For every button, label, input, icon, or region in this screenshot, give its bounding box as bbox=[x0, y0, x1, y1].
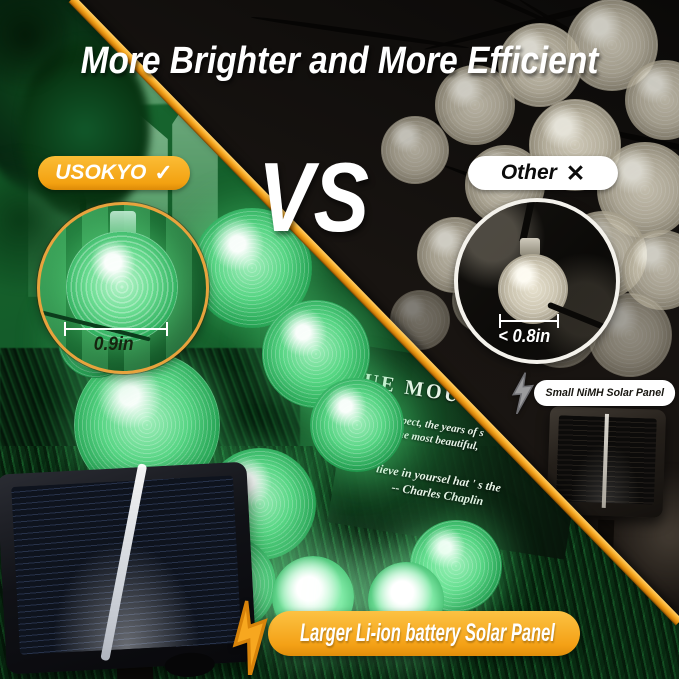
small-panel-caption-group: Small NiMH Solar Panel bbox=[508, 372, 679, 414]
usokyo-bulb-size: 0.9in bbox=[93, 334, 134, 355]
check-icon: ✓ bbox=[154, 160, 173, 185]
other-badge: Other ✕ bbox=[468, 156, 618, 190]
other-bulb-closeup bbox=[454, 198, 620, 364]
green-light-orb bbox=[310, 378, 404, 472]
headline: More Brighter and More Efficient bbox=[80, 40, 599, 82]
measure-tick bbox=[499, 314, 501, 328]
x-icon: ✕ bbox=[565, 159, 586, 186]
measure-tick bbox=[557, 314, 559, 328]
other-bulb-size: < 0.8in bbox=[498, 326, 551, 346]
measure-tick bbox=[64, 322, 66, 336]
panel-frame bbox=[0, 461, 257, 675]
large-solar-panel bbox=[0, 461, 273, 679]
size-measure-line bbox=[499, 314, 559, 328]
other-label: Other bbox=[500, 161, 557, 184]
usokyo-badge: USOKYO ✓ bbox=[38, 156, 190, 190]
brand-name: USOKYO bbox=[55, 161, 147, 184]
string-wire bbox=[519, 202, 536, 243]
small-panel-caption: Small NiMH Solar Panel bbox=[534, 380, 676, 406]
large-panel-caption: Larger Li-ion battery Solar Panel bbox=[300, 619, 555, 647]
size-measure-line bbox=[64, 322, 168, 336]
large-panel-caption-banner: Larger Li-ion battery Solar Panel bbox=[232, 600, 580, 675]
vs-label: VS bbox=[258, 142, 370, 252]
bulb-cap bbox=[520, 238, 540, 256]
lightning-icon bbox=[232, 600, 268, 675]
lightning-icon bbox=[511, 372, 535, 414]
usokyo-bulb-closeup bbox=[37, 202, 209, 374]
measure-line bbox=[501, 320, 557, 322]
measure-line bbox=[66, 328, 166, 330]
measure-tick bbox=[166, 322, 168, 336]
white-light-orb bbox=[381, 116, 449, 184]
white-bulb bbox=[498, 254, 568, 324]
